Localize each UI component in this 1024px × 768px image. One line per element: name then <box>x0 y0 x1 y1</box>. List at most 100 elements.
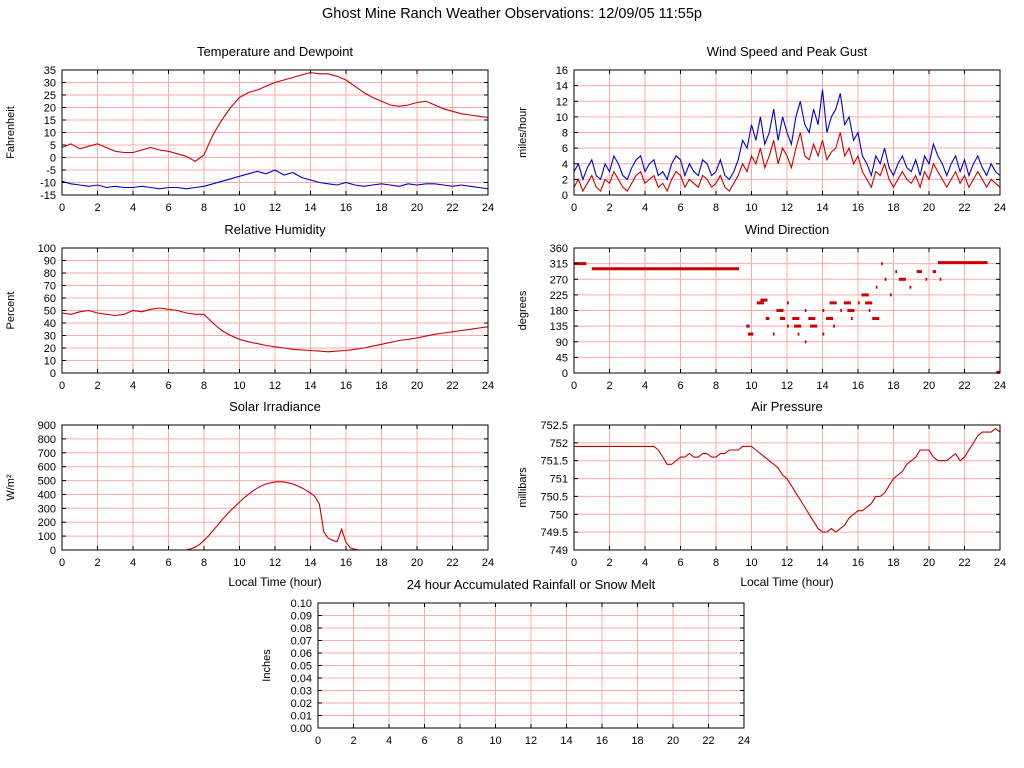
svg-text:5: 5 <box>50 140 56 152</box>
svg-text:12: 12 <box>525 735 537 747</box>
svg-text:0.00: 0.00 <box>291 723 312 735</box>
svg-text:14: 14 <box>556 81 568 93</box>
svg-text:10: 10 <box>489 735 501 747</box>
svg-text:2: 2 <box>606 202 612 214</box>
svg-text:14: 14 <box>816 557 828 569</box>
svg-text:24: 24 <box>994 202 1006 214</box>
svg-text:14: 14 <box>816 202 828 214</box>
chart-accumulated-rainfall: 24 hour Accumulated Rainfall or Snow Mel… <box>256 571 768 768</box>
svg-text:2: 2 <box>562 174 568 186</box>
svg-text:24: 24 <box>994 380 1006 392</box>
chart-relative-humidity: Relative Humidity 0 2 4 6 8 10 12 14 16 18 20 22 24 0 1… <box>0 216 512 416</box>
svg-text:16: 16 <box>852 202 864 214</box>
svg-text:10: 10 <box>233 557 245 569</box>
svg-text:18: 18 <box>887 380 899 392</box>
svg-text:4: 4 <box>642 380 648 392</box>
svg-text:10: 10 <box>745 202 757 214</box>
svg-text:8: 8 <box>201 380 207 392</box>
svg-text:8: 8 <box>713 202 719 214</box>
chart-air-pressure: Air Pressure 0 2 4 6 8 10 12 14 16 18 20 22 24 749 749.… <box>512 393 1024 593</box>
svg-text:900: 900 <box>38 420 56 432</box>
svg-text:0: 0 <box>50 153 56 165</box>
svg-text:Wind Direction: Wind Direction <box>745 222 830 237</box>
svg-text:752: 752 <box>550 438 568 450</box>
svg-text:6: 6 <box>677 557 683 569</box>
chart-wind-speed-gust: Wind Speed and Peak Gust 0 2 4 6 8 10 12 14 16 18 2… <box>512 38 1024 238</box>
svg-text:16: 16 <box>556 65 568 77</box>
svg-text:24: 24 <box>994 557 1006 569</box>
svg-text:15: 15 <box>44 115 56 127</box>
svg-text:800: 800 <box>38 434 56 446</box>
svg-text:0: 0 <box>50 368 56 380</box>
svg-text:Inches: Inches <box>261 649 273 682</box>
svg-text:2: 2 <box>94 202 100 214</box>
svg-text:180: 180 <box>550 306 568 318</box>
svg-text:22: 22 <box>702 735 714 747</box>
svg-text:752.5: 752.5 <box>540 420 568 432</box>
svg-text:600: 600 <box>38 462 56 474</box>
svg-text:2: 2 <box>606 380 612 392</box>
svg-text:4: 4 <box>130 557 136 569</box>
svg-text:millibars: millibars <box>517 467 529 508</box>
svg-text:0.03: 0.03 <box>291 686 312 698</box>
svg-text:90: 90 <box>44 256 56 268</box>
svg-text:90: 90 <box>556 337 568 349</box>
svg-text:0: 0 <box>571 202 577 214</box>
svg-text:14: 14 <box>560 735 572 747</box>
svg-text:2: 2 <box>606 557 612 569</box>
svg-text:0.02: 0.02 <box>291 698 312 710</box>
svg-text:degrees: degrees <box>517 290 529 330</box>
svg-text:4: 4 <box>130 380 136 392</box>
chart-temperature-dewpoint: Temperature and Dewpoint 0 2 4 6 8 10 12 14 16 18 2… <box>0 38 512 238</box>
svg-text:0: 0 <box>50 545 56 557</box>
svg-text:22: 22 <box>958 202 970 214</box>
svg-text:70: 70 <box>44 281 56 293</box>
svg-text:749: 749 <box>550 545 568 557</box>
svg-text:20: 20 <box>923 202 935 214</box>
svg-text:22: 22 <box>446 202 458 214</box>
svg-text:8: 8 <box>713 557 719 569</box>
svg-text:0.01: 0.01 <box>291 711 312 723</box>
svg-text:22: 22 <box>446 557 458 569</box>
svg-text:14: 14 <box>304 557 316 569</box>
svg-text:18: 18 <box>375 557 387 569</box>
svg-text:8: 8 <box>562 128 568 140</box>
svg-text:22: 22 <box>958 380 970 392</box>
svg-text:0.07: 0.07 <box>291 636 312 648</box>
svg-text:18: 18 <box>887 557 899 569</box>
svg-text:12: 12 <box>556 96 568 108</box>
svg-text:0.04: 0.04 <box>291 673 312 685</box>
svg-text:W/m²: W/m² <box>5 474 17 501</box>
svg-text:16: 16 <box>596 735 608 747</box>
svg-text:30: 30 <box>44 331 56 343</box>
svg-text:12: 12 <box>781 557 793 569</box>
svg-text:-10: -10 <box>40 178 56 190</box>
svg-text:22: 22 <box>446 380 458 392</box>
svg-text:60: 60 <box>44 293 56 305</box>
svg-text:12: 12 <box>269 557 281 569</box>
svg-text:45: 45 <box>556 352 568 364</box>
svg-text:Air Pressure: Air Pressure <box>751 399 823 414</box>
svg-text:200: 200 <box>38 517 56 529</box>
svg-text:18: 18 <box>375 380 387 392</box>
svg-text:6: 6 <box>677 380 683 392</box>
svg-text:750.5: 750.5 <box>540 491 568 503</box>
svg-text:16: 16 <box>340 380 352 392</box>
svg-text:0: 0 <box>59 380 65 392</box>
svg-text:10: 10 <box>44 128 56 140</box>
svg-text:0.05: 0.05 <box>291 661 312 673</box>
svg-text:750: 750 <box>550 509 568 521</box>
svg-text:80: 80 <box>44 268 56 280</box>
svg-text:0: 0 <box>315 735 321 747</box>
svg-text:20: 20 <box>923 380 935 392</box>
svg-text:500: 500 <box>38 476 56 488</box>
svg-text:0.06: 0.06 <box>291 648 312 660</box>
svg-text:2: 2 <box>94 380 100 392</box>
svg-text:300: 300 <box>38 503 56 515</box>
svg-text:10: 10 <box>233 202 245 214</box>
svg-text:2: 2 <box>350 735 356 747</box>
svg-text:12: 12 <box>269 380 281 392</box>
svg-text:8: 8 <box>201 557 207 569</box>
svg-text:-15: -15 <box>40 190 56 202</box>
